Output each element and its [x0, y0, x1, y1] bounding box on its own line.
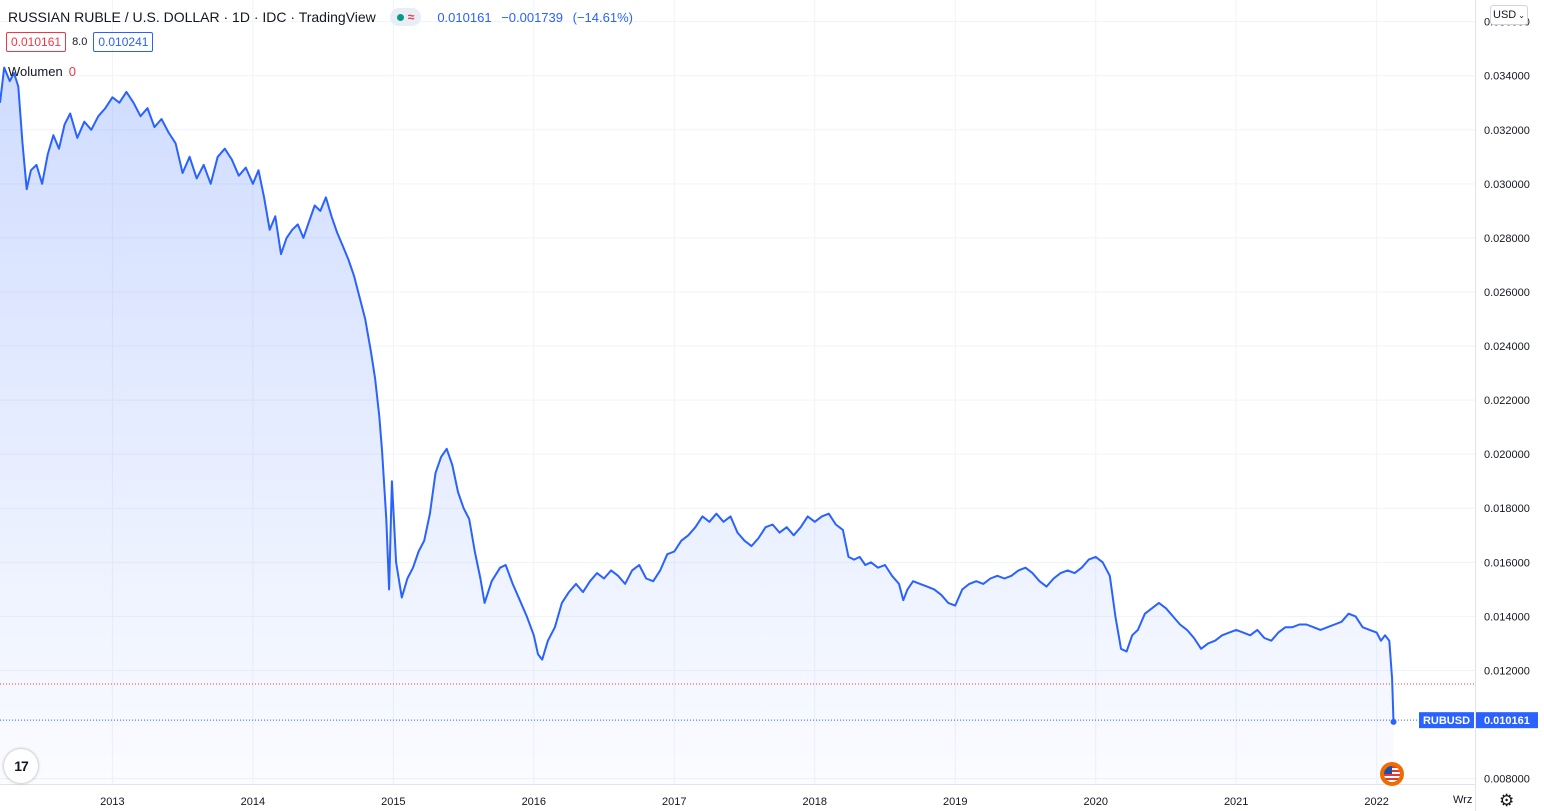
- time-tick-label: 2019: [943, 796, 967, 808]
- time-tick-label: 2017: [662, 796, 686, 808]
- price-axis: 0.0360000.0340000.0320000.0300000.028000…: [1484, 17, 1530, 786]
- symbol-tag: RUBUSD: [1423, 715, 1470, 727]
- time-tick-label: 2021: [1224, 796, 1248, 808]
- symbol-tag-bg: [1419, 712, 1474, 729]
- price-tick-label: 0.030000: [1484, 179, 1530, 191]
- price-tick-label: 0.026000: [1484, 287, 1530, 299]
- quote-values: 0.010161 −0.001739 (−14.61%): [437, 10, 639, 25]
- currency-label: USD: [1493, 9, 1517, 21]
- time-tick-label: 2013: [100, 796, 124, 808]
- change-percent: (−14.61%): [572, 9, 633, 25]
- status-badges[interactable]: ≈: [389, 8, 422, 26]
- price-area-fill: [0, 67, 1394, 785]
- time-tick-label: 2014: [241, 796, 265, 808]
- price-tick-label: 0.020000: [1484, 449, 1530, 461]
- wave-icon: ≈: [407, 10, 415, 24]
- volume-value: 0: [68, 64, 76, 79]
- price-tick-label: 0.014000: [1484, 611, 1530, 623]
- spread-value: 8.0: [72, 36, 88, 48]
- price-tick-label: 0.024000: [1484, 341, 1530, 353]
- tradingview-logo-icon[interactable]: 17: [4, 749, 38, 783]
- volume-label: Wolumen: [8, 64, 63, 79]
- time-tick-label: 2018: [803, 796, 827, 808]
- price-tick-label: 0.028000: [1484, 233, 1530, 245]
- chevron-down-icon: ⌄: [1518, 10, 1525, 20]
- price-tick-label: 0.022000: [1484, 395, 1530, 407]
- price-tick-label: 0.018000: [1484, 503, 1530, 515]
- time-tick-label: 2015: [381, 796, 405, 808]
- last-price-label: RUBUSD 0.010161: [1419, 712, 1538, 729]
- last-price-dot: [1390, 718, 1397, 725]
- chart-header: RUSSIAN RUBLE / U.S. DOLLAR · 1D · IDC ·…: [8, 6, 639, 28]
- price-tick-label: 0.034000: [1484, 71, 1530, 83]
- us-flag-icon[interactable]: [1380, 762, 1404, 786]
- price-tick-label: 0.012000: [1484, 665, 1530, 677]
- time-axis: 2013 2014 2015 2016 2017 2018 2019 2020 2021 2022: [100, 796, 1389, 808]
- last-value: 0.010161: [437, 9, 492, 25]
- reference-lines: [0, 683, 1475, 725]
- volume-legend[interactable]: Wolumen 0: [8, 64, 76, 79]
- market-open-dot-icon: [396, 13, 404, 21]
- change-value: −0.001739: [501, 9, 564, 25]
- last-price-tag: 0.010161: [1484, 715, 1530, 727]
- settings-gear-icon[interactable]: ⚙: [1499, 791, 1515, 810]
- bid-ask-row: 0.010161 8.0 0.010241: [6, 32, 154, 52]
- price-tick-label: 0.016000: [1484, 557, 1530, 569]
- last-price-tag-bg: [1476, 712, 1538, 729]
- time-axis-month-label: Wrz: [1453, 794, 1473, 806]
- price-line: [0, 66, 1395, 722]
- price-tick-label: 0.032000: [1484, 125, 1530, 137]
- price-tick-label: 0.008000: [1484, 774, 1530, 786]
- time-tick-label: 2016: [522, 796, 546, 808]
- buy-price-button[interactable]: 0.010241: [93, 32, 154, 52]
- currency-select[interactable]: USD ⌄: [1490, 5, 1528, 25]
- sell-price-button[interactable]: 0.010161: [6, 32, 67, 52]
- time-tick-label: 2022: [1364, 796, 1388, 808]
- time-tick-label: 2020: [1083, 796, 1107, 808]
- symbol-title[interactable]: RUSSIAN RUBLE / U.S. DOLLAR · 1D · IDC ·…: [8, 9, 376, 25]
